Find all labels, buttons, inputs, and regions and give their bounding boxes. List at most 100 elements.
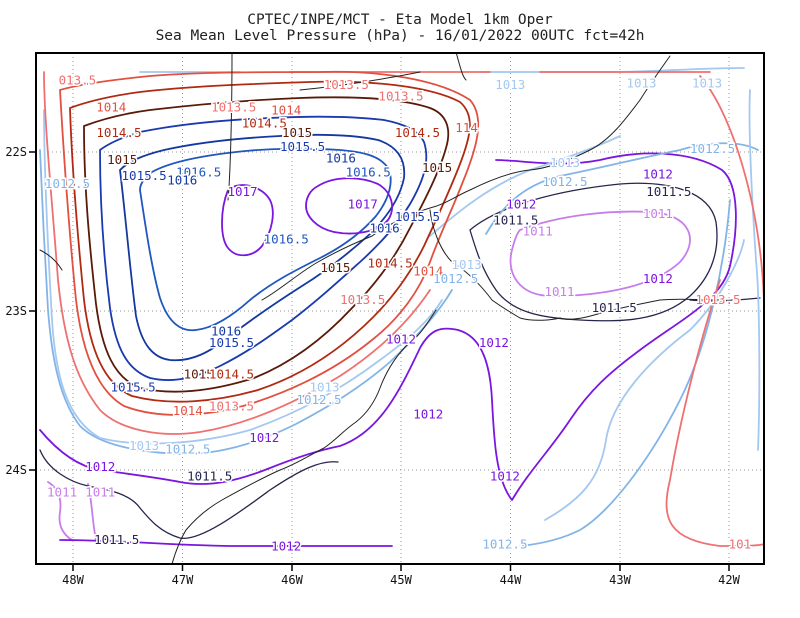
contour-label-17: 1016 — [326, 150, 356, 165]
x-tick-46w: 46W — [281, 573, 303, 587]
contour-label-33: 1011.5 — [493, 212, 538, 227]
contour-label-11: 1015 — [282, 125, 312, 140]
contour-label-41: 1012.5 — [433, 271, 478, 286]
map-title: CPTEC/INPE/MCT - Eta Model 1km Oper Sea … — [0, 12, 800, 44]
contour-label-46: 1013.5 — [695, 292, 740, 307]
isobar-1015-5 — [99, 115, 428, 381]
contour-label-59: 1012 — [249, 430, 279, 445]
contour-label-65: 1011 — [47, 484, 77, 499]
contour-label-36: 1016.5 — [264, 232, 309, 247]
contour-label-12: 1014.5 — [395, 125, 440, 140]
contour-label-44: 1013.5 — [340, 292, 385, 307]
isobar-1012 — [39, 152, 737, 547]
contour-label-3: 1013 — [495, 77, 525, 92]
contour-label-7: 1013.5 — [211, 100, 256, 115]
isobar-1013-5 — [43, 71, 764, 547]
contour-label-25: 1012.5 — [45, 176, 90, 191]
contour-label-5: 1013 — [692, 76, 722, 91]
contour-label-18: 1013 — [550, 155, 580, 170]
contour-label-4: 1013 — [626, 76, 656, 91]
x-tick-45w: 45W — [390, 573, 412, 587]
isobar-1015 — [83, 96, 450, 393]
contour-label-1: 1013.5 — [324, 77, 369, 92]
contour-label-32: 1015.5 — [395, 209, 440, 224]
contour-label-51: 1015 — [184, 367, 214, 382]
map-title-line1: CPTEC/INPE/MCT - Eta Model 1km Oper — [247, 12, 553, 28]
contour-label-47: 1016 — [211, 324, 241, 339]
contour-label-19: 1015.5 — [122, 168, 167, 183]
x-tick-42w: 42W — [718, 573, 740, 587]
contour-label-2: 1013.5 — [378, 88, 423, 103]
y-tick-24s: 24S — [5, 463, 27, 477]
contour-label-31: 1011 — [643, 206, 673, 221]
contour-label-22: 1015 — [422, 160, 452, 175]
contour-label-29: 1017 — [348, 197, 378, 212]
contour-label-40: 1013 — [452, 257, 482, 272]
contour-label-23: 1016 — [167, 173, 197, 188]
isobar-1017 — [221, 177, 393, 257]
map-title-line2: Sea Mean Level Pressure (hPa) - 16/01/20… — [155, 28, 645, 44]
axis-ticks — [29, 151, 730, 571]
contour-label-16: 1015 — [107, 152, 137, 167]
contour-label-13: 114 — [455, 120, 478, 135]
contour-label-35: 1011 — [523, 224, 553, 239]
contour-label-58: 1012 — [413, 406, 443, 421]
contour-label-37: 1014.5 — [368, 255, 413, 270]
axis-tick-labels: 48W 47W 46W 45W 44W 43W 42W 22S 23S 24S — [5, 145, 740, 587]
contour-label-34: 1016 — [370, 220, 400, 235]
contour-label-48: 1015.5 — [209, 335, 254, 350]
isobar-1014-5 — [69, 80, 471, 403]
contour-label-66: 1011 — [85, 484, 115, 499]
isobar-1014 — [59, 70, 480, 416]
contour-label-39: 1014 — [413, 263, 443, 278]
isobar-1016-5 — [139, 147, 392, 332]
contour-label-55: 1012.5 — [296, 392, 341, 407]
contour-label-67: 1011.5 — [94, 532, 139, 547]
isobar-1011 — [47, 210, 691, 541]
contour-label-42: 1012 — [643, 271, 673, 286]
contour-label-6: 1014 — [96, 100, 126, 115]
contour-label-61: 1012.5 — [165, 441, 210, 456]
y-tick-23s: 23S — [5, 304, 27, 318]
contour-label-38: 1015 — [320, 260, 350, 275]
contour-label-63: 1011.5 — [187, 468, 232, 483]
contour-label-0: 013.5 — [59, 73, 97, 88]
contour-label-15: 1012.5 — [690, 141, 735, 156]
contour-label-43: 1011 — [544, 284, 574, 299]
contour-label-57: 1013.5 — [209, 398, 254, 413]
contour-label-14: 1015.5 — [280, 139, 325, 154]
contour-label-21: 1016.5 — [346, 165, 391, 180]
x-tick-47w: 47W — [172, 573, 194, 587]
contour-label-54: 1013 — [309, 379, 339, 394]
contour-label-20: 1016.5 — [176, 165, 221, 180]
contour-label-27: 1011.5 — [646, 184, 691, 199]
contour-label-45: 1011.5 — [592, 300, 637, 315]
contour-label-52: 1014.5 — [209, 367, 254, 382]
contour-label-69: 1012.5 — [482, 537, 527, 552]
gridlines — [36, 53, 764, 564]
contour-label-68: 1012 — [271, 538, 301, 553]
contour-label-50: 1012 — [479, 335, 509, 350]
map-frame — [35, 52, 765, 565]
contour-label-30: 1012 — [506, 197, 536, 212]
contour-label-53: 1015.5 — [111, 379, 156, 394]
x-tick-48w: 48W — [62, 573, 84, 587]
isobar-1012-5 — [39, 142, 759, 547]
contour-label-49: 1012 — [386, 332, 416, 347]
contour-label-64: 1012 — [490, 468, 520, 483]
contour-label-60: 1013 — [129, 438, 159, 453]
x-tick-44w: 44W — [500, 573, 522, 587]
contour-label-56: 1014 — [173, 403, 203, 418]
y-tick-22s: 22S — [5, 145, 27, 159]
contour-label-28: 1017 — [227, 184, 257, 199]
coastline — [39, 53, 721, 564]
contour-label-24: 1012 — [643, 166, 673, 181]
contour-label-26: 1012.5 — [542, 174, 587, 189]
contour-label-9: 1014.5 — [242, 115, 287, 130]
contour-label-62: 1012 — [85, 459, 115, 474]
contour-label-70: 101 — [729, 537, 752, 552]
x-tick-43w: 43W — [609, 573, 631, 587]
isobar-1011-5 — [39, 182, 761, 539]
